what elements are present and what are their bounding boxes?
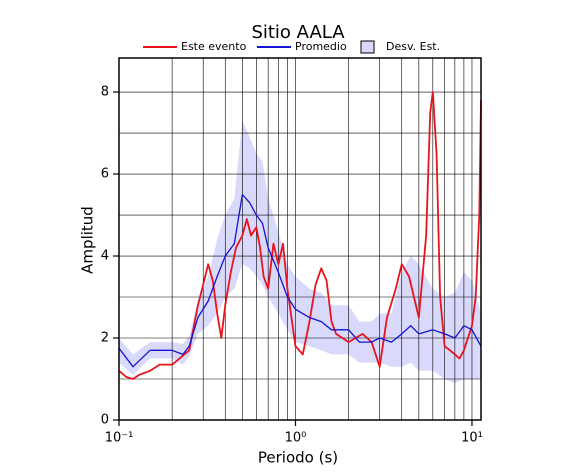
legend-label: Promedio xyxy=(295,40,347,53)
y-tick-label: 8 xyxy=(101,85,109,100)
y-tick-label: 4 xyxy=(101,249,109,264)
y-tick-label: 0 xyxy=(101,413,109,428)
std-band xyxy=(119,120,481,384)
series-line xyxy=(118,193,482,368)
legend-label: Desv. Est. xyxy=(386,40,440,53)
y-tick-label: 6 xyxy=(101,167,109,182)
x-tick-label: 10¹ xyxy=(461,431,483,446)
y-tick-label: 2 xyxy=(101,331,109,346)
legend-swatch xyxy=(360,40,375,54)
plot-frame xyxy=(118,57,482,421)
x-tick-label: 10⁰ xyxy=(285,431,307,446)
series-line xyxy=(118,91,482,380)
y-axis-label: Amplitud xyxy=(79,206,97,274)
x-axis-label: Periodo (s) xyxy=(258,449,338,467)
chart-title: Sitio AALA xyxy=(251,22,345,43)
x-tick-label: 10⁻¹ xyxy=(105,431,134,446)
legend-label: Este evento xyxy=(181,40,247,53)
